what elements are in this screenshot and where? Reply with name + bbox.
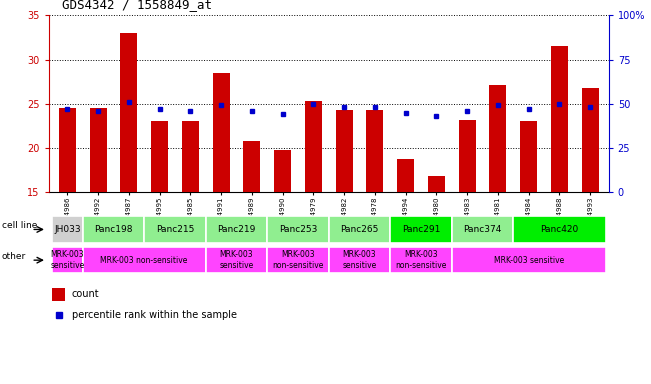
Bar xyxy=(582,88,599,192)
Bar xyxy=(83,216,144,243)
Text: MRK-003 sensitive: MRK-003 sensitive xyxy=(493,256,564,265)
Bar xyxy=(52,216,83,243)
Text: MRK-003
non-sensitive: MRK-003 non-sensitive xyxy=(272,250,324,270)
Text: percentile rank within the sample: percentile rank within the sample xyxy=(72,310,236,320)
Bar xyxy=(336,110,353,192)
Bar xyxy=(490,85,506,192)
Bar xyxy=(83,247,206,273)
Bar xyxy=(120,33,137,192)
Text: cell line: cell line xyxy=(2,221,37,230)
Bar xyxy=(329,216,391,243)
Bar xyxy=(52,247,83,273)
Bar xyxy=(274,150,291,192)
Text: Panc420: Panc420 xyxy=(540,225,579,234)
Bar xyxy=(391,247,452,273)
Bar xyxy=(144,216,206,243)
Bar xyxy=(243,141,260,192)
Bar xyxy=(367,110,383,192)
Bar xyxy=(267,216,329,243)
Bar xyxy=(213,73,230,192)
Bar xyxy=(151,121,168,192)
Text: Panc265: Panc265 xyxy=(340,225,379,234)
Text: MRK-003
sensitive: MRK-003 sensitive xyxy=(50,250,85,270)
Text: other: other xyxy=(2,252,26,261)
Bar xyxy=(206,216,267,243)
Bar xyxy=(90,108,107,192)
Bar xyxy=(267,247,329,273)
Text: JH033: JH033 xyxy=(54,225,81,234)
Text: Panc198: Panc198 xyxy=(94,225,133,234)
Bar xyxy=(452,216,514,243)
Bar xyxy=(428,176,445,192)
Bar xyxy=(514,216,605,243)
Text: count: count xyxy=(72,290,99,300)
Bar xyxy=(452,247,605,273)
Text: MRK-003
non-sensitive: MRK-003 non-sensitive xyxy=(395,250,447,270)
Text: Panc374: Panc374 xyxy=(464,225,502,234)
Text: Panc253: Panc253 xyxy=(279,225,317,234)
Bar xyxy=(329,247,391,273)
Bar xyxy=(551,46,568,192)
Text: Panc219: Panc219 xyxy=(217,225,256,234)
Text: MRK-003
sensitive: MRK-003 sensitive xyxy=(219,250,254,270)
Text: MRK-003 non-sensitive: MRK-003 non-sensitive xyxy=(100,256,188,265)
Bar xyxy=(391,216,452,243)
Bar xyxy=(182,121,199,192)
Text: MRK-003
sensitive: MRK-003 sensitive xyxy=(342,250,377,270)
Bar xyxy=(52,288,65,301)
Bar xyxy=(520,121,537,192)
Bar xyxy=(305,101,322,192)
Bar xyxy=(59,108,76,192)
Bar xyxy=(206,247,267,273)
Bar xyxy=(459,119,476,192)
Text: Panc215: Panc215 xyxy=(156,225,194,234)
Text: GDS4342 / 1558849_at: GDS4342 / 1558849_at xyxy=(62,0,212,12)
Text: Panc291: Panc291 xyxy=(402,225,440,234)
Bar xyxy=(397,159,414,192)
